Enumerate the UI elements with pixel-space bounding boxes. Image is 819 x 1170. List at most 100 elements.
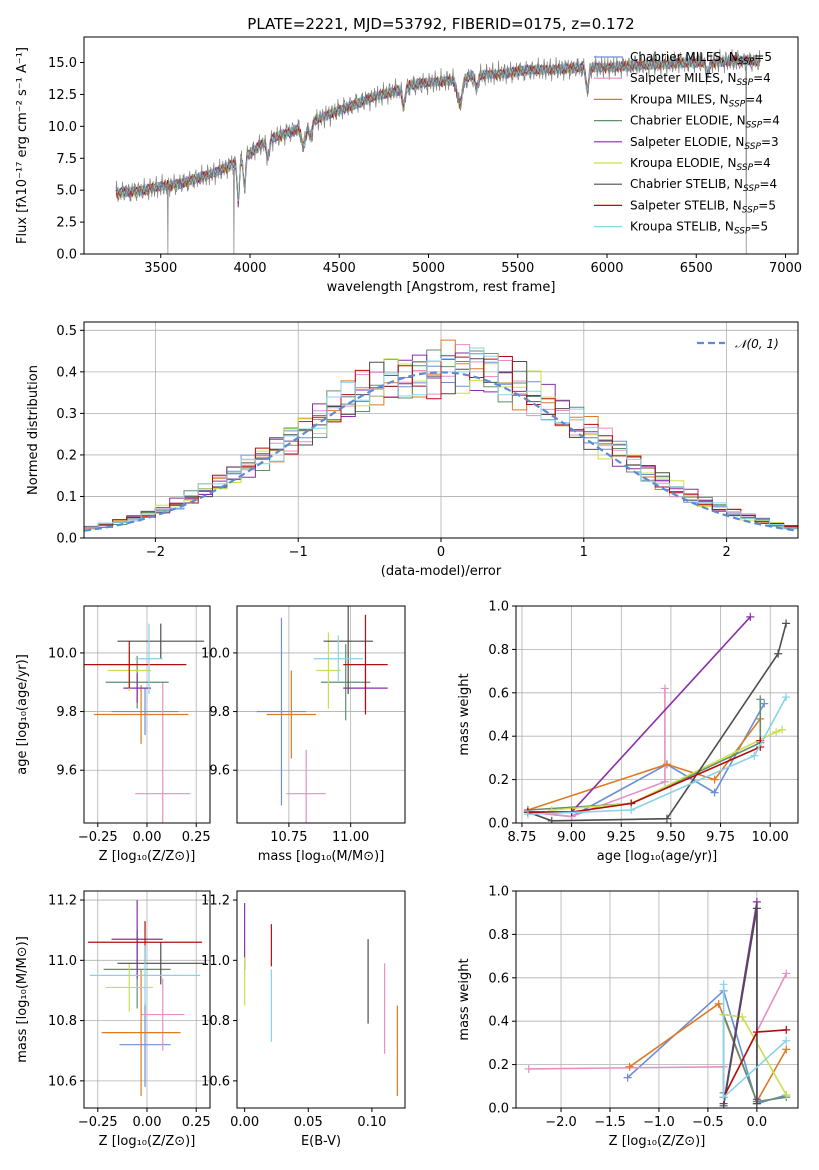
legend-sub: SSP xyxy=(743,184,760,194)
x-tick-label: 9.75 xyxy=(706,830,735,845)
y-tick-label: 0.3 xyxy=(56,407,77,422)
legend-eq: =5 xyxy=(754,50,772,64)
data-marker xyxy=(760,699,769,708)
legend-eq: =4 xyxy=(760,177,778,191)
legend-eq: =4 xyxy=(762,114,780,128)
y-tick-label: 0.0 xyxy=(488,1102,509,1117)
data-marker xyxy=(547,816,556,823)
y-tick-label: 12.5 xyxy=(48,88,77,103)
legend-sub: SSP xyxy=(729,99,746,109)
legend-sub: SSP xyxy=(742,205,759,215)
data-marker xyxy=(750,751,759,760)
data-marker xyxy=(782,1090,791,1099)
data-marker xyxy=(625,1062,634,1071)
legend-entry: Salpeter STELIB, NSSP=5 xyxy=(630,198,776,215)
y-tick-label: 0.0 xyxy=(56,248,77,263)
legend-sub: SSP xyxy=(738,57,755,67)
x-tick-label: 0.00 xyxy=(230,1115,259,1130)
data-marker xyxy=(719,1101,728,1108)
data-marker xyxy=(782,1036,791,1045)
data-marker xyxy=(782,693,791,702)
y-tick-label: 2.5 xyxy=(56,216,77,231)
plot-area xyxy=(524,897,791,1108)
y-tick-label: 0.6 xyxy=(488,971,509,986)
y-tick-label: 11.0 xyxy=(201,954,230,969)
legend-entry: Chabrier STELIB, NSSP=4 xyxy=(630,177,777,194)
plot-area xyxy=(87,900,205,1096)
plot-area xyxy=(523,612,791,823)
data-marker xyxy=(662,814,671,823)
y-axis-label: mass weight xyxy=(457,673,472,755)
y-tick-label: 0.1 xyxy=(56,490,77,505)
series-line xyxy=(527,616,751,813)
x-tick-label: 0.0 xyxy=(747,1115,768,1130)
x-tick-label: 0.05 xyxy=(294,1115,323,1130)
data-marker xyxy=(782,619,791,628)
y-tick-label: 5.0 xyxy=(56,184,77,199)
legend-sub: SSP xyxy=(734,227,751,237)
x-tick-label: 1 xyxy=(580,545,588,560)
y-axis-label: mass weight xyxy=(457,958,472,1040)
panel-mw-vs-age: 8.75 9.00 9.25 9.50 9.75 10.00 0.0 0.2 0.4 0.6 0.8… xyxy=(457,600,799,864)
y-axis-label: Flux [fλ10⁻¹⁷ erg cm⁻² s⁻¹ A⁻¹] xyxy=(15,47,30,244)
y-tick-label: 11.0 xyxy=(48,954,77,969)
y-tick-label: 0.2 xyxy=(56,448,77,463)
y-tick-label: 9.8 xyxy=(209,705,230,720)
legend-entry: Salpeter MILES, NSSP=4 xyxy=(630,71,771,88)
x-axis-label: Z [log₁₀(Z/Z⊙)] xyxy=(609,1134,706,1149)
panel-age-vs-Z: −0.25 0.00 0.25 9.6 9.8 10.0 Z [log₁₀(Z/Z⊙)] ag… xyxy=(15,605,211,864)
histogram-step xyxy=(84,347,798,538)
data-marker xyxy=(752,1028,761,1037)
y-axis-label: age [log₁₀(age/yr)] xyxy=(15,654,30,775)
y-tick-label: 0.4 xyxy=(488,1015,509,1030)
axes-frame xyxy=(515,605,799,824)
panel-age-vs-mass: 10.75 11.00 9.6 9.8 10.0 mass [log₁₀(M/M⊙)] xyxy=(201,605,406,864)
legend-eq: =4 xyxy=(753,71,771,85)
series-line xyxy=(527,688,666,818)
y-tick-label: 9.6 xyxy=(209,764,230,779)
y-tick-label: 10.0 xyxy=(48,646,77,661)
y-tick-label: 0.0 xyxy=(56,532,77,547)
x-tick-label: −2.0 xyxy=(545,1115,577,1130)
data-marker xyxy=(662,760,671,769)
y-tick-label: 15.0 xyxy=(48,56,77,71)
legend-eq: =5 xyxy=(750,220,768,234)
x-tick-label: 11.00 xyxy=(332,830,369,845)
legend-name: Chabrier STELIB, N xyxy=(630,177,743,191)
series-line xyxy=(627,989,787,1105)
x-tick-label: 6000 xyxy=(590,261,623,276)
y-tick-label: 0.4 xyxy=(488,730,509,745)
data-marker xyxy=(778,725,787,734)
x-tick-label: 6500 xyxy=(680,261,713,276)
x-tick-label: −1.0 xyxy=(643,1115,675,1130)
legend-name: Chabrier ELODIE, N xyxy=(630,114,746,128)
legend-entry: Salpeter ELODIE, NSSP=3 xyxy=(630,135,779,152)
x-tick-label: 9.25 xyxy=(607,830,636,845)
data-marker xyxy=(714,999,723,1008)
x-tick-label: 0.00 xyxy=(133,1115,162,1130)
data-marker xyxy=(782,1025,791,1034)
legend-name: Salpeter ELODIE, N xyxy=(630,135,744,149)
axes-frame xyxy=(83,36,799,255)
y-tick-label: 0.6 xyxy=(488,686,509,701)
y-tick-label: 1.0 xyxy=(488,885,509,900)
x-tick-label: 0 xyxy=(437,545,445,560)
data-marker xyxy=(719,980,728,989)
panel-mw-vs-Z: −2.0 −1.5 −1.0 −0.5 0.0 0.0 0.2 0.4 0.6 0.8 1.0 Z [… xyxy=(457,885,799,1149)
legend-eq: =3 xyxy=(761,135,779,149)
axes-frame xyxy=(83,321,799,539)
plot-area xyxy=(84,623,205,823)
data-marker xyxy=(523,810,532,819)
legend-name: Kroupa STELIB, N xyxy=(630,220,734,234)
x-tick-label: 7000 xyxy=(769,261,802,276)
y-tick-label: 10.6 xyxy=(201,1074,230,1089)
x-axis-label: age [log₁₀(age/yr)] xyxy=(597,849,718,864)
x-tick-label: −1 xyxy=(289,545,308,560)
axes-frame xyxy=(236,890,406,1109)
y-tick-label: 0.2 xyxy=(488,773,509,788)
y-tick-label: 10.0 xyxy=(201,646,230,661)
gaussian-curve xyxy=(84,371,798,532)
legend-name: Kroupa ELODIE, N xyxy=(630,156,737,170)
x-tick-label: 3500 xyxy=(144,261,177,276)
series-line xyxy=(527,718,761,811)
